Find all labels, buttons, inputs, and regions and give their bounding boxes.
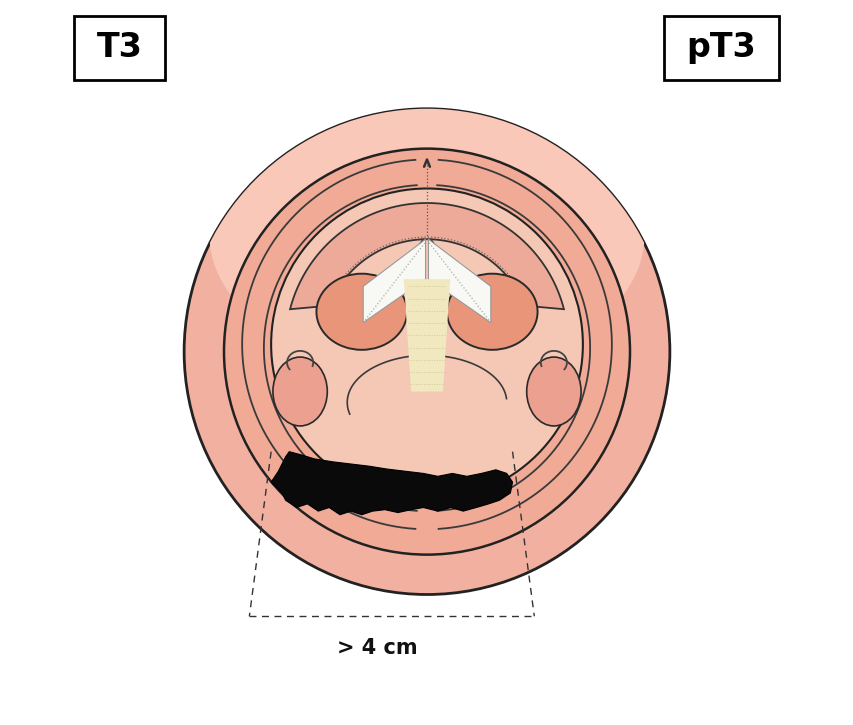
Polygon shape xyxy=(270,452,512,515)
Text: T3: T3 xyxy=(96,31,142,65)
Circle shape xyxy=(184,109,669,594)
Polygon shape xyxy=(363,239,425,323)
Polygon shape xyxy=(290,203,563,310)
FancyBboxPatch shape xyxy=(74,16,165,80)
Ellipse shape xyxy=(526,357,580,426)
Text: pT3: pT3 xyxy=(686,31,756,65)
Circle shape xyxy=(270,188,583,500)
Polygon shape xyxy=(403,279,450,392)
Polygon shape xyxy=(428,239,490,323)
Ellipse shape xyxy=(273,357,327,426)
Ellipse shape xyxy=(209,98,644,373)
Text: > 4 cm: > 4 cm xyxy=(337,638,417,658)
FancyBboxPatch shape xyxy=(664,16,778,80)
Circle shape xyxy=(223,149,630,555)
Ellipse shape xyxy=(446,273,537,349)
Ellipse shape xyxy=(316,273,407,349)
